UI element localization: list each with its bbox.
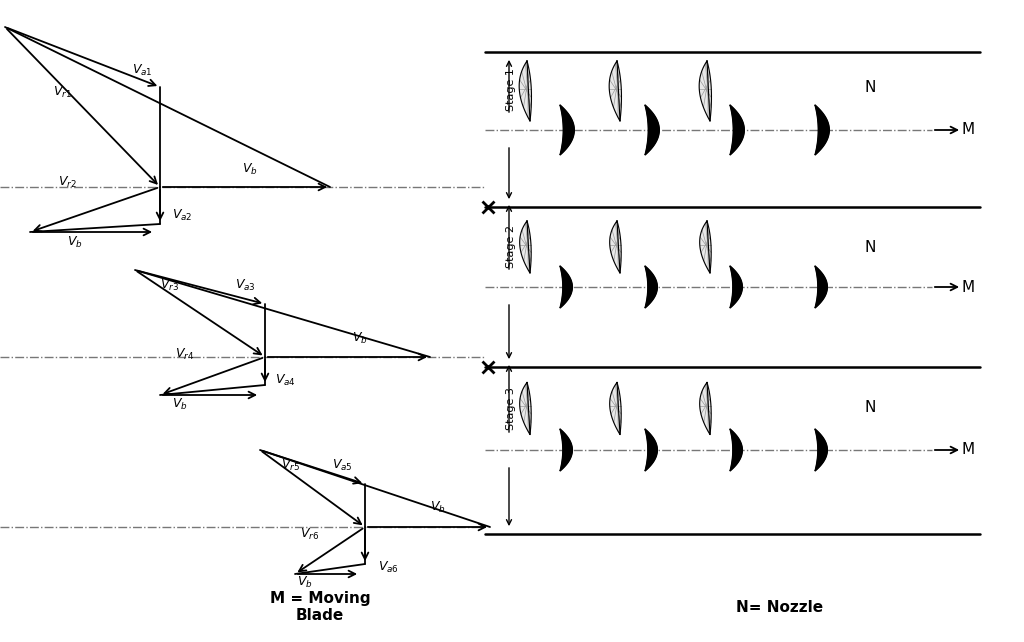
Text: $V_b$: $V_b$	[430, 499, 445, 514]
Polygon shape	[645, 429, 657, 471]
Text: $V_{r2}$: $V_{r2}$	[57, 175, 77, 189]
Polygon shape	[699, 61, 712, 121]
Polygon shape	[699, 221, 712, 273]
Polygon shape	[519, 61, 531, 121]
Text: M: M	[962, 123, 975, 137]
Text: $V_b$: $V_b$	[242, 161, 258, 177]
Text: $V_b$: $V_b$	[68, 234, 83, 250]
Polygon shape	[520, 383, 531, 435]
Polygon shape	[815, 105, 829, 155]
Text: $V_{r6}$: $V_{r6}$	[300, 526, 319, 542]
Text: M = Moving
Blade: M = Moving Blade	[269, 591, 371, 623]
Text: $V_{a1}$: $V_{a1}$	[132, 62, 153, 78]
Text: N= Nozzle: N= Nozzle	[736, 600, 823, 614]
Polygon shape	[645, 266, 657, 308]
Text: N: N	[864, 401, 876, 415]
Polygon shape	[699, 383, 712, 435]
Polygon shape	[520, 221, 531, 273]
Polygon shape	[560, 105, 574, 155]
Text: M: M	[962, 279, 975, 295]
Text: $V_{r4}$: $V_{r4}$	[175, 347, 195, 361]
Text: $V_{a3}$: $V_{a3}$	[234, 277, 255, 293]
Text: $V_{r1}$: $V_{r1}$	[52, 85, 72, 100]
Polygon shape	[730, 105, 744, 155]
Polygon shape	[560, 266, 572, 308]
Polygon shape	[609, 383, 622, 435]
Text: $V_{a2}$: $V_{a2}$	[172, 207, 193, 223]
Text: $V_{a4}$: $V_{a4}$	[274, 372, 296, 388]
Text: N: N	[864, 80, 876, 94]
Text: $V_{r3}$: $V_{r3}$	[161, 277, 179, 293]
Text: $V_{r5}$: $V_{r5}$	[281, 458, 299, 473]
Polygon shape	[815, 429, 827, 471]
Polygon shape	[730, 266, 742, 308]
Text: $V_b$: $V_b$	[297, 575, 313, 589]
Text: Stage 3: Stage 3	[506, 388, 516, 430]
Text: M: M	[962, 442, 975, 458]
Text: $V_{a6}$: $V_{a6}$	[378, 559, 398, 575]
Polygon shape	[609, 61, 622, 121]
Text: $V_b$: $V_b$	[172, 397, 187, 412]
Text: N: N	[864, 239, 876, 254]
Text: $V_b$: $V_b$	[352, 331, 368, 345]
Polygon shape	[609, 221, 622, 273]
Text: $V_{a5}$: $V_{a5}$	[332, 458, 352, 473]
Polygon shape	[730, 429, 742, 471]
Text: Stage 1: Stage 1	[506, 69, 516, 112]
Polygon shape	[815, 266, 827, 308]
Polygon shape	[645, 105, 659, 155]
Text: Stage 2: Stage 2	[506, 225, 516, 268]
Polygon shape	[560, 429, 572, 471]
